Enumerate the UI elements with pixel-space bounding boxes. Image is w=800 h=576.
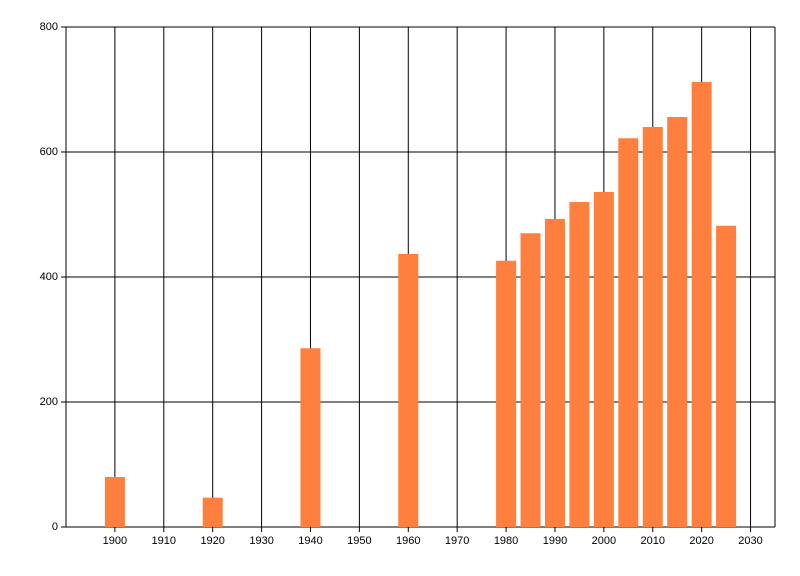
bar	[300, 348, 321, 527]
x-tick-label: 1900	[103, 535, 127, 547]
y-tick-label: 800	[40, 21, 58, 33]
x-tick-label: 2010	[641, 535, 665, 547]
y-tick-label: 0	[52, 521, 58, 533]
x-tick-label: 1980	[494, 535, 518, 547]
x-tick-label: 1910	[152, 535, 176, 547]
bar	[104, 477, 125, 527]
x-tick-label: 2000	[592, 535, 616, 547]
bar	[202, 497, 223, 527]
x-tick-label: 1970	[445, 535, 469, 547]
x-tick-label: 1950	[347, 535, 371, 547]
x-tick-label: 2030	[738, 535, 762, 547]
x-tick-label: 1990	[543, 535, 567, 547]
bar	[520, 233, 541, 527]
bar	[569, 202, 590, 527]
y-tick-label: 200	[40, 396, 58, 408]
x-tick-label: 1960	[396, 535, 420, 547]
bar	[618, 138, 639, 527]
bar	[593, 192, 614, 527]
bar	[398, 253, 419, 527]
bar	[496, 260, 517, 527]
x-tick-label: 2020	[689, 535, 713, 547]
bar	[716, 225, 737, 527]
x-tick-label: 1930	[249, 535, 273, 547]
x-tick-label: 1940	[298, 535, 322, 547]
bar	[642, 127, 663, 527]
bar	[691, 82, 712, 527]
bar	[544, 218, 565, 527]
x-tick-label: 1920	[200, 535, 224, 547]
y-tick-label: 600	[40, 146, 58, 158]
y-tick-label: 400	[40, 271, 58, 283]
bar	[667, 117, 688, 527]
